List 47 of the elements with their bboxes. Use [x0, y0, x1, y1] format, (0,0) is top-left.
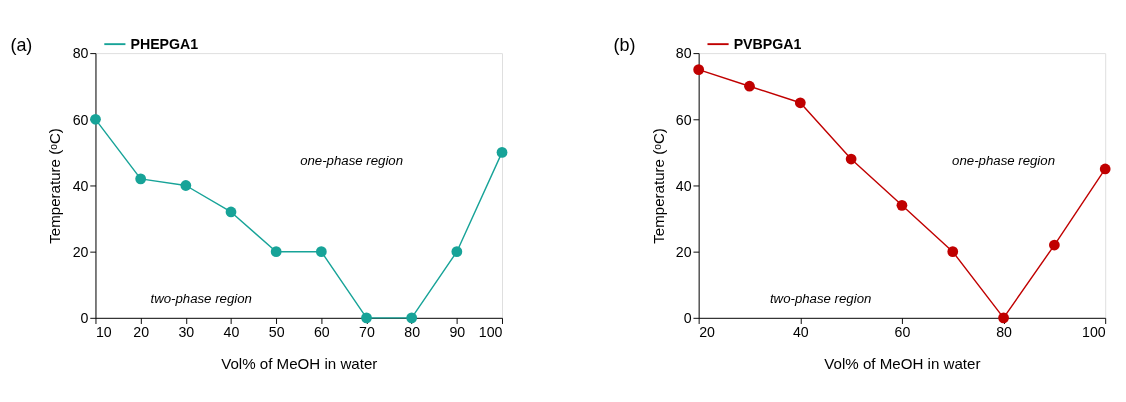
x-tick-label: 20: [133, 324, 150, 341]
y-axis-title: Temperature (ᵒC): [46, 128, 64, 244]
y-tick-label: 40: [72, 177, 89, 194]
x-tick-label: 70: [359, 324, 375, 341]
y-tick-label: 0: [683, 310, 692, 327]
y-tick-label: 80: [675, 45, 692, 62]
point: [496, 147, 508, 158]
y-tick-label: 20: [675, 243, 692, 260]
point: [270, 246, 282, 258]
y-axis-title: Temperature (ᵒC): [649, 128, 667, 244]
y-tick-label: 60: [72, 111, 89, 128]
x-tick-label: 100: [478, 324, 503, 341]
x-axis-title: Vol% of MeOH in water: [221, 355, 378, 373]
point: [406, 312, 418, 324]
annotation: two-phase region: [150, 291, 252, 307]
point: [135, 173, 147, 185]
x-tick-label: 60: [313, 324, 330, 341]
x-axis-title: Vol% of MeOH in water: [824, 355, 981, 373]
x-tick-label: 60: [894, 324, 911, 341]
x-tick-label: 40: [792, 324, 809, 341]
y-tick-label: 40: [675, 177, 692, 194]
annotation: one-phase region: [300, 153, 404, 169]
x-tick-label: 90: [449, 324, 466, 341]
point: [180, 180, 192, 191]
x-tick-label: 80: [404, 324, 421, 341]
text: (a): [10, 35, 33, 56]
x-tick-label: 10: [95, 324, 112, 341]
y-tick-label: 80: [72, 45, 89, 62]
x-tick-label: 80: [996, 324, 1013, 341]
x-tick-label: 40: [223, 324, 240, 341]
x-tick-label: 30: [178, 324, 195, 341]
legend-label: PVBPGA1: [733, 35, 802, 52]
text: (b): [613, 35, 636, 56]
y-tick-label: 60: [675, 111, 692, 128]
annotation: two-phase region: [769, 291, 872, 307]
y-tick-label: 20: [72, 243, 89, 260]
x-tick-label: 20: [699, 324, 716, 341]
x-tick-label: 100: [1082, 324, 1106, 341]
point: [315, 246, 327, 258]
point: [451, 246, 463, 258]
annotation: one-phase region: [952, 153, 1056, 169]
x-tick-label: 50: [268, 324, 285, 341]
point: [90, 113, 101, 125]
point: [225, 206, 237, 218]
legend-label: PHEPGA1: [130, 35, 199, 52]
point: [361, 312, 372, 324]
y-tick-label: 0: [80, 310, 89, 327]
